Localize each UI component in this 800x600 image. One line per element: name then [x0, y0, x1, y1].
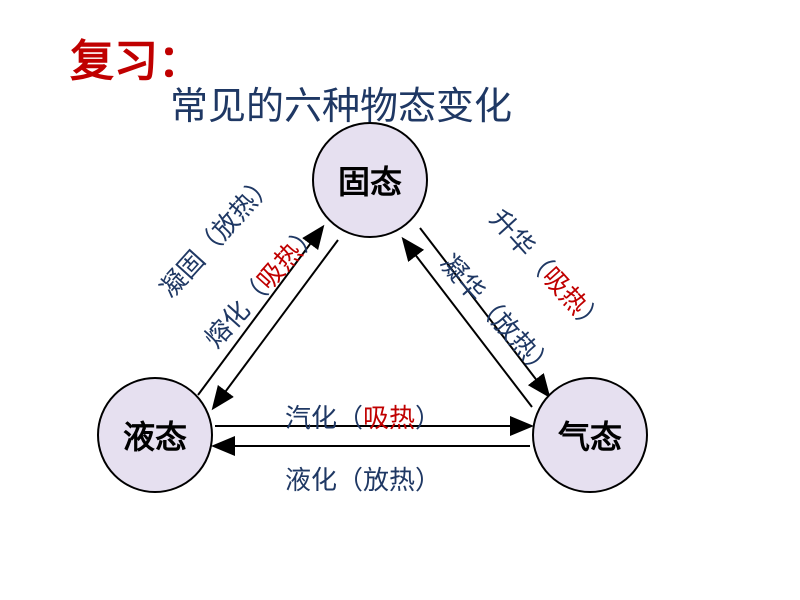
node-gas: 气态 — [532, 377, 648, 493]
edge-label-liquefy: 液化（放热） — [285, 460, 441, 497]
node-liquid: 液态 — [97, 377, 213, 493]
edge-label-vaporize: 汽化（吸热） — [285, 398, 441, 435]
subtitle: 常见的六种物态变化 — [170, 75, 512, 130]
node-solid: 固态 — [312, 122, 428, 238]
